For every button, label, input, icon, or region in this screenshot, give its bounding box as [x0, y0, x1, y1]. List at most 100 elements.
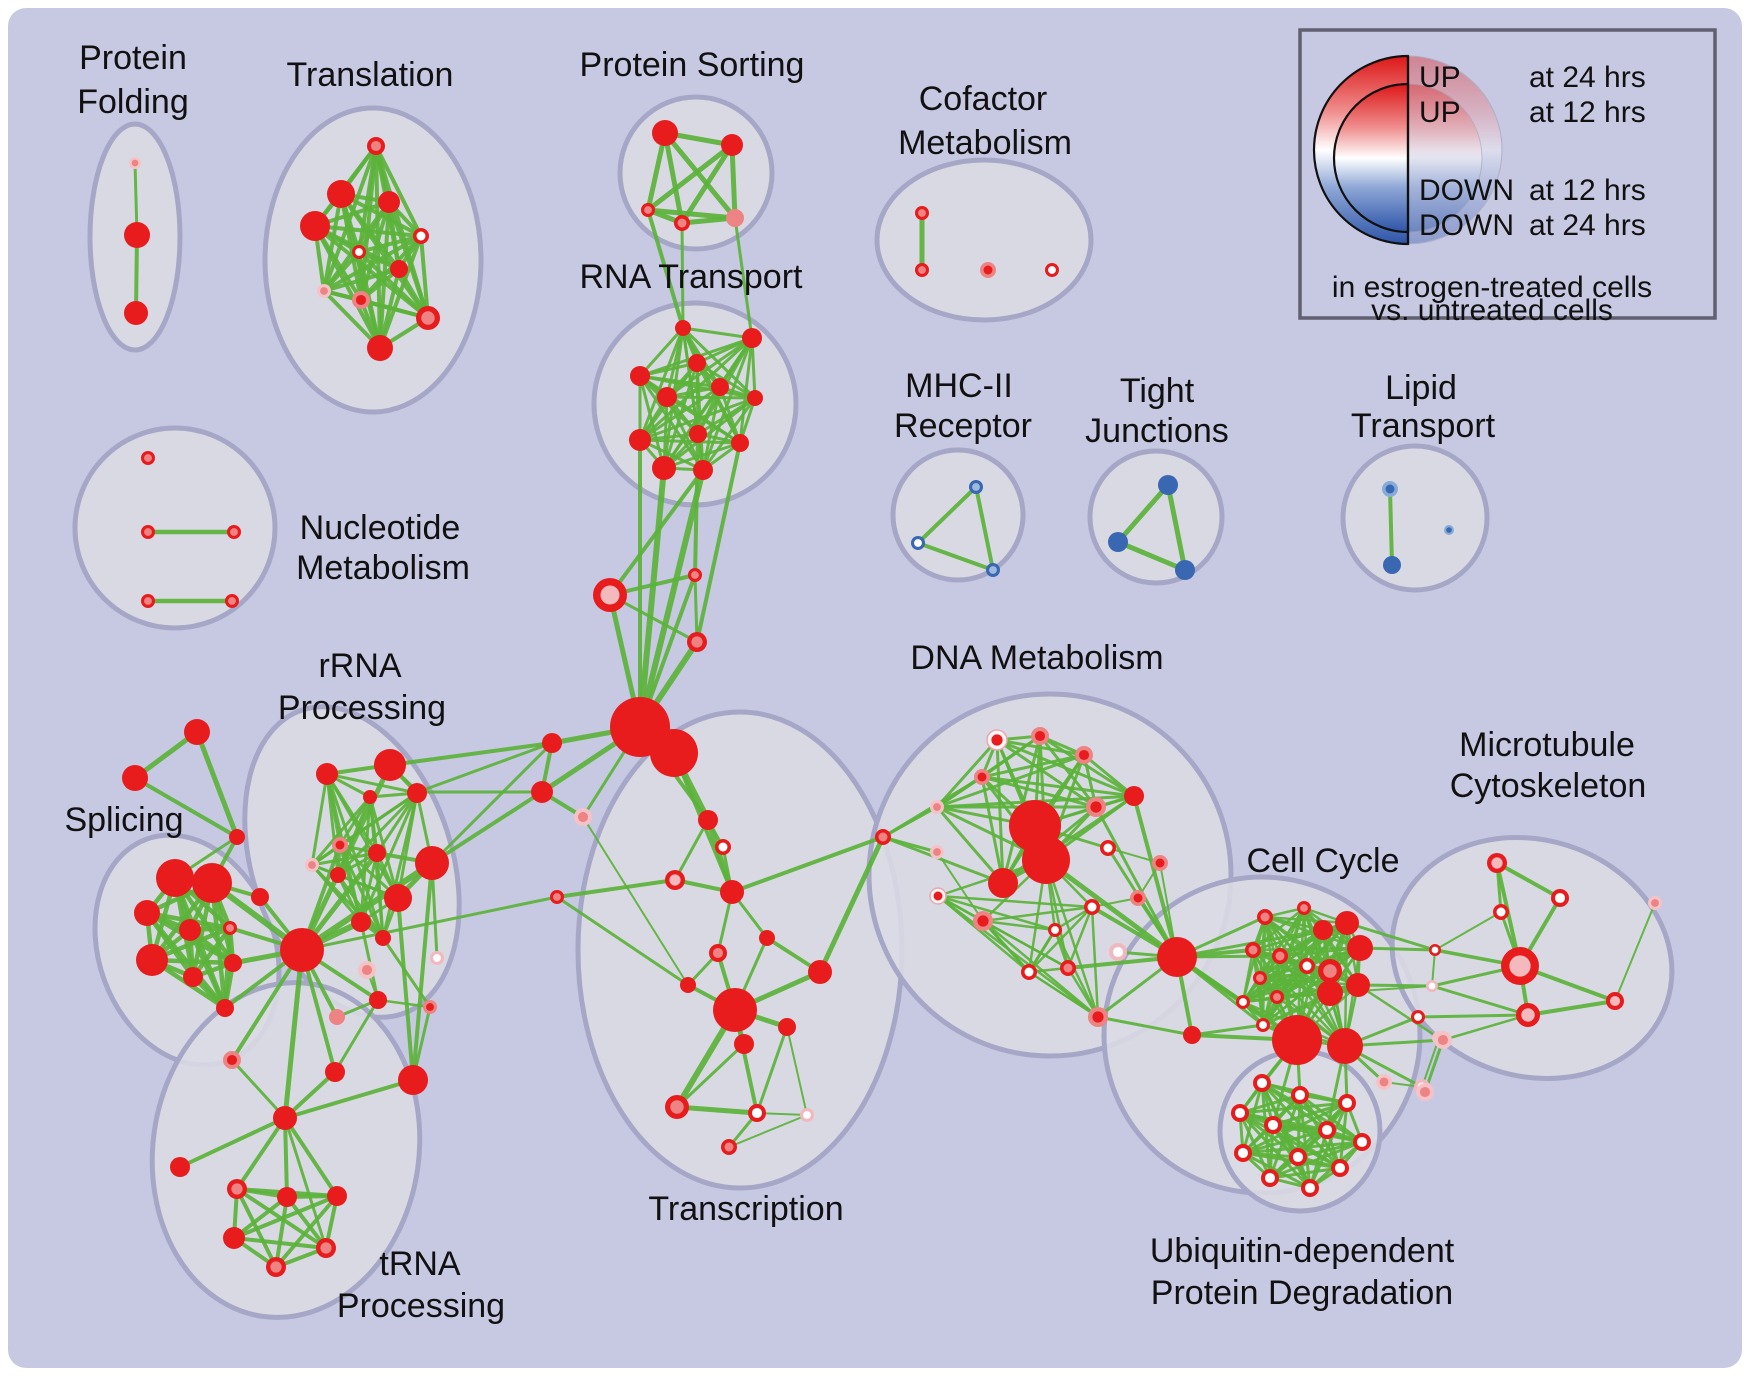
node-center: [553, 893, 561, 901]
network-node: [720, 880, 744, 904]
network-node: [1084, 899, 1100, 915]
network-node: [652, 120, 678, 146]
network-node: [748, 1104, 766, 1122]
node-center: [1347, 935, 1373, 961]
network-edge: [1388, 487, 1394, 567]
network-node: [1493, 904, 1509, 920]
network-node: [1551, 889, 1569, 907]
network-edge: [817, 834, 886, 975]
node-center: [368, 844, 386, 862]
network-node: [1606, 992, 1624, 1010]
node-center: [1385, 484, 1395, 494]
legend-disc-12hr-left: [1332, 82, 1410, 234]
network-node: [980, 262, 996, 278]
network-node: [407, 783, 427, 803]
network-node: [1297, 901, 1311, 915]
node-center: [179, 919, 201, 941]
network-edge: [1107, 847, 1161, 864]
node-center: [689, 425, 707, 443]
network-edge: [419, 234, 430, 320]
node-center: [778, 1018, 796, 1036]
network-node: [327, 180, 355, 208]
network-node: [398, 1065, 428, 1095]
network-edge: [387, 200, 430, 320]
network-edge: [1132, 794, 1179, 959]
node-center: [720, 880, 744, 904]
network-node: [351, 912, 371, 932]
node-center: [1275, 951, 1285, 961]
network-edge: [555, 895, 690, 987]
network-node: [747, 390, 763, 406]
network-edge: [1251, 946, 1362, 952]
network-node: [300, 211, 330, 241]
node-center: [228, 597, 236, 605]
node-center: [677, 218, 687, 228]
node-center: [977, 915, 989, 927]
node-center: [1521, 1008, 1535, 1022]
network-edge: [396, 896, 415, 1082]
node-center: [693, 460, 713, 480]
node-center: [531, 781, 553, 803]
node-center: [644, 206, 652, 214]
network-node: [973, 911, 993, 931]
node-center: [1124, 786, 1144, 806]
node-center: [1108, 532, 1128, 552]
network-node: [629, 429, 651, 451]
network-node: [358, 961, 376, 979]
node-center: [327, 1186, 347, 1206]
legend-direction-label: UP: [1419, 61, 1461, 94]
network-edge: [1356, 983, 1441, 1040]
node-center: [1259, 1021, 1267, 1029]
node-center: [136, 944, 168, 976]
network-node: [141, 451, 155, 465]
node-center: [398, 1065, 428, 1095]
network-edge: [935, 738, 999, 809]
network-edge: [936, 894, 1100, 1019]
node-center: [226, 924, 234, 932]
node-center: [184, 719, 210, 745]
network-node: [183, 967, 203, 987]
network-edge: [1614, 902, 1656, 1002]
network-node: [1124, 786, 1144, 806]
node-center: [991, 734, 1003, 746]
network-node: [1426, 980, 1438, 992]
legend-caption: in estrogen-treated cells: [1332, 271, 1652, 304]
network-node: [1270, 990, 1284, 1004]
node-layer: [122, 120, 1662, 1277]
network-edge: [1441, 1013, 1530, 1042]
network-node: [1444, 525, 1454, 535]
network-edge: [310, 772, 329, 867]
network-node: [1327, 1028, 1363, 1064]
network-node: [778, 1018, 796, 1036]
legend-direction-label: DOWN: [1419, 209, 1514, 242]
legend-direction-label: UP: [1419, 96, 1461, 129]
cluster-label-cofactor-metabolism: Cofactor: [919, 80, 1048, 118]
node-center: [1317, 980, 1343, 1006]
network-node: [1318, 959, 1342, 983]
network-edge: [1238, 1093, 1302, 1115]
network-edge: [701, 385, 722, 472]
network-node: [665, 1095, 689, 1119]
network-node: [129, 157, 141, 169]
network-node: [225, 594, 239, 608]
node-center: [600, 585, 620, 605]
network-edge: [381, 791, 419, 940]
network-node: [680, 977, 696, 993]
node-center: [691, 636, 703, 648]
network-node: [1331, 1159, 1349, 1177]
legend-disc-12hr-right: [1407, 83, 1483, 233]
network-node: [542, 733, 562, 753]
network-edge: [693, 573, 699, 644]
node-center: [320, 287, 328, 295]
cluster-label-microtubule-cytoskeleton: Microtubule: [1459, 726, 1635, 764]
network-edge: [299, 860, 435, 953]
node-center: [134, 900, 160, 926]
network-edge: [645, 207, 738, 221]
network-node: [280, 928, 324, 972]
node-center: [325, 1062, 345, 1082]
network-node: [330, 867, 346, 883]
node-center: [1078, 749, 1090, 761]
node-center: [670, 1100, 684, 1114]
network-edge: [675, 1042, 746, 1109]
cluster-shape-nucleotide-metabolism: [72, 425, 278, 631]
